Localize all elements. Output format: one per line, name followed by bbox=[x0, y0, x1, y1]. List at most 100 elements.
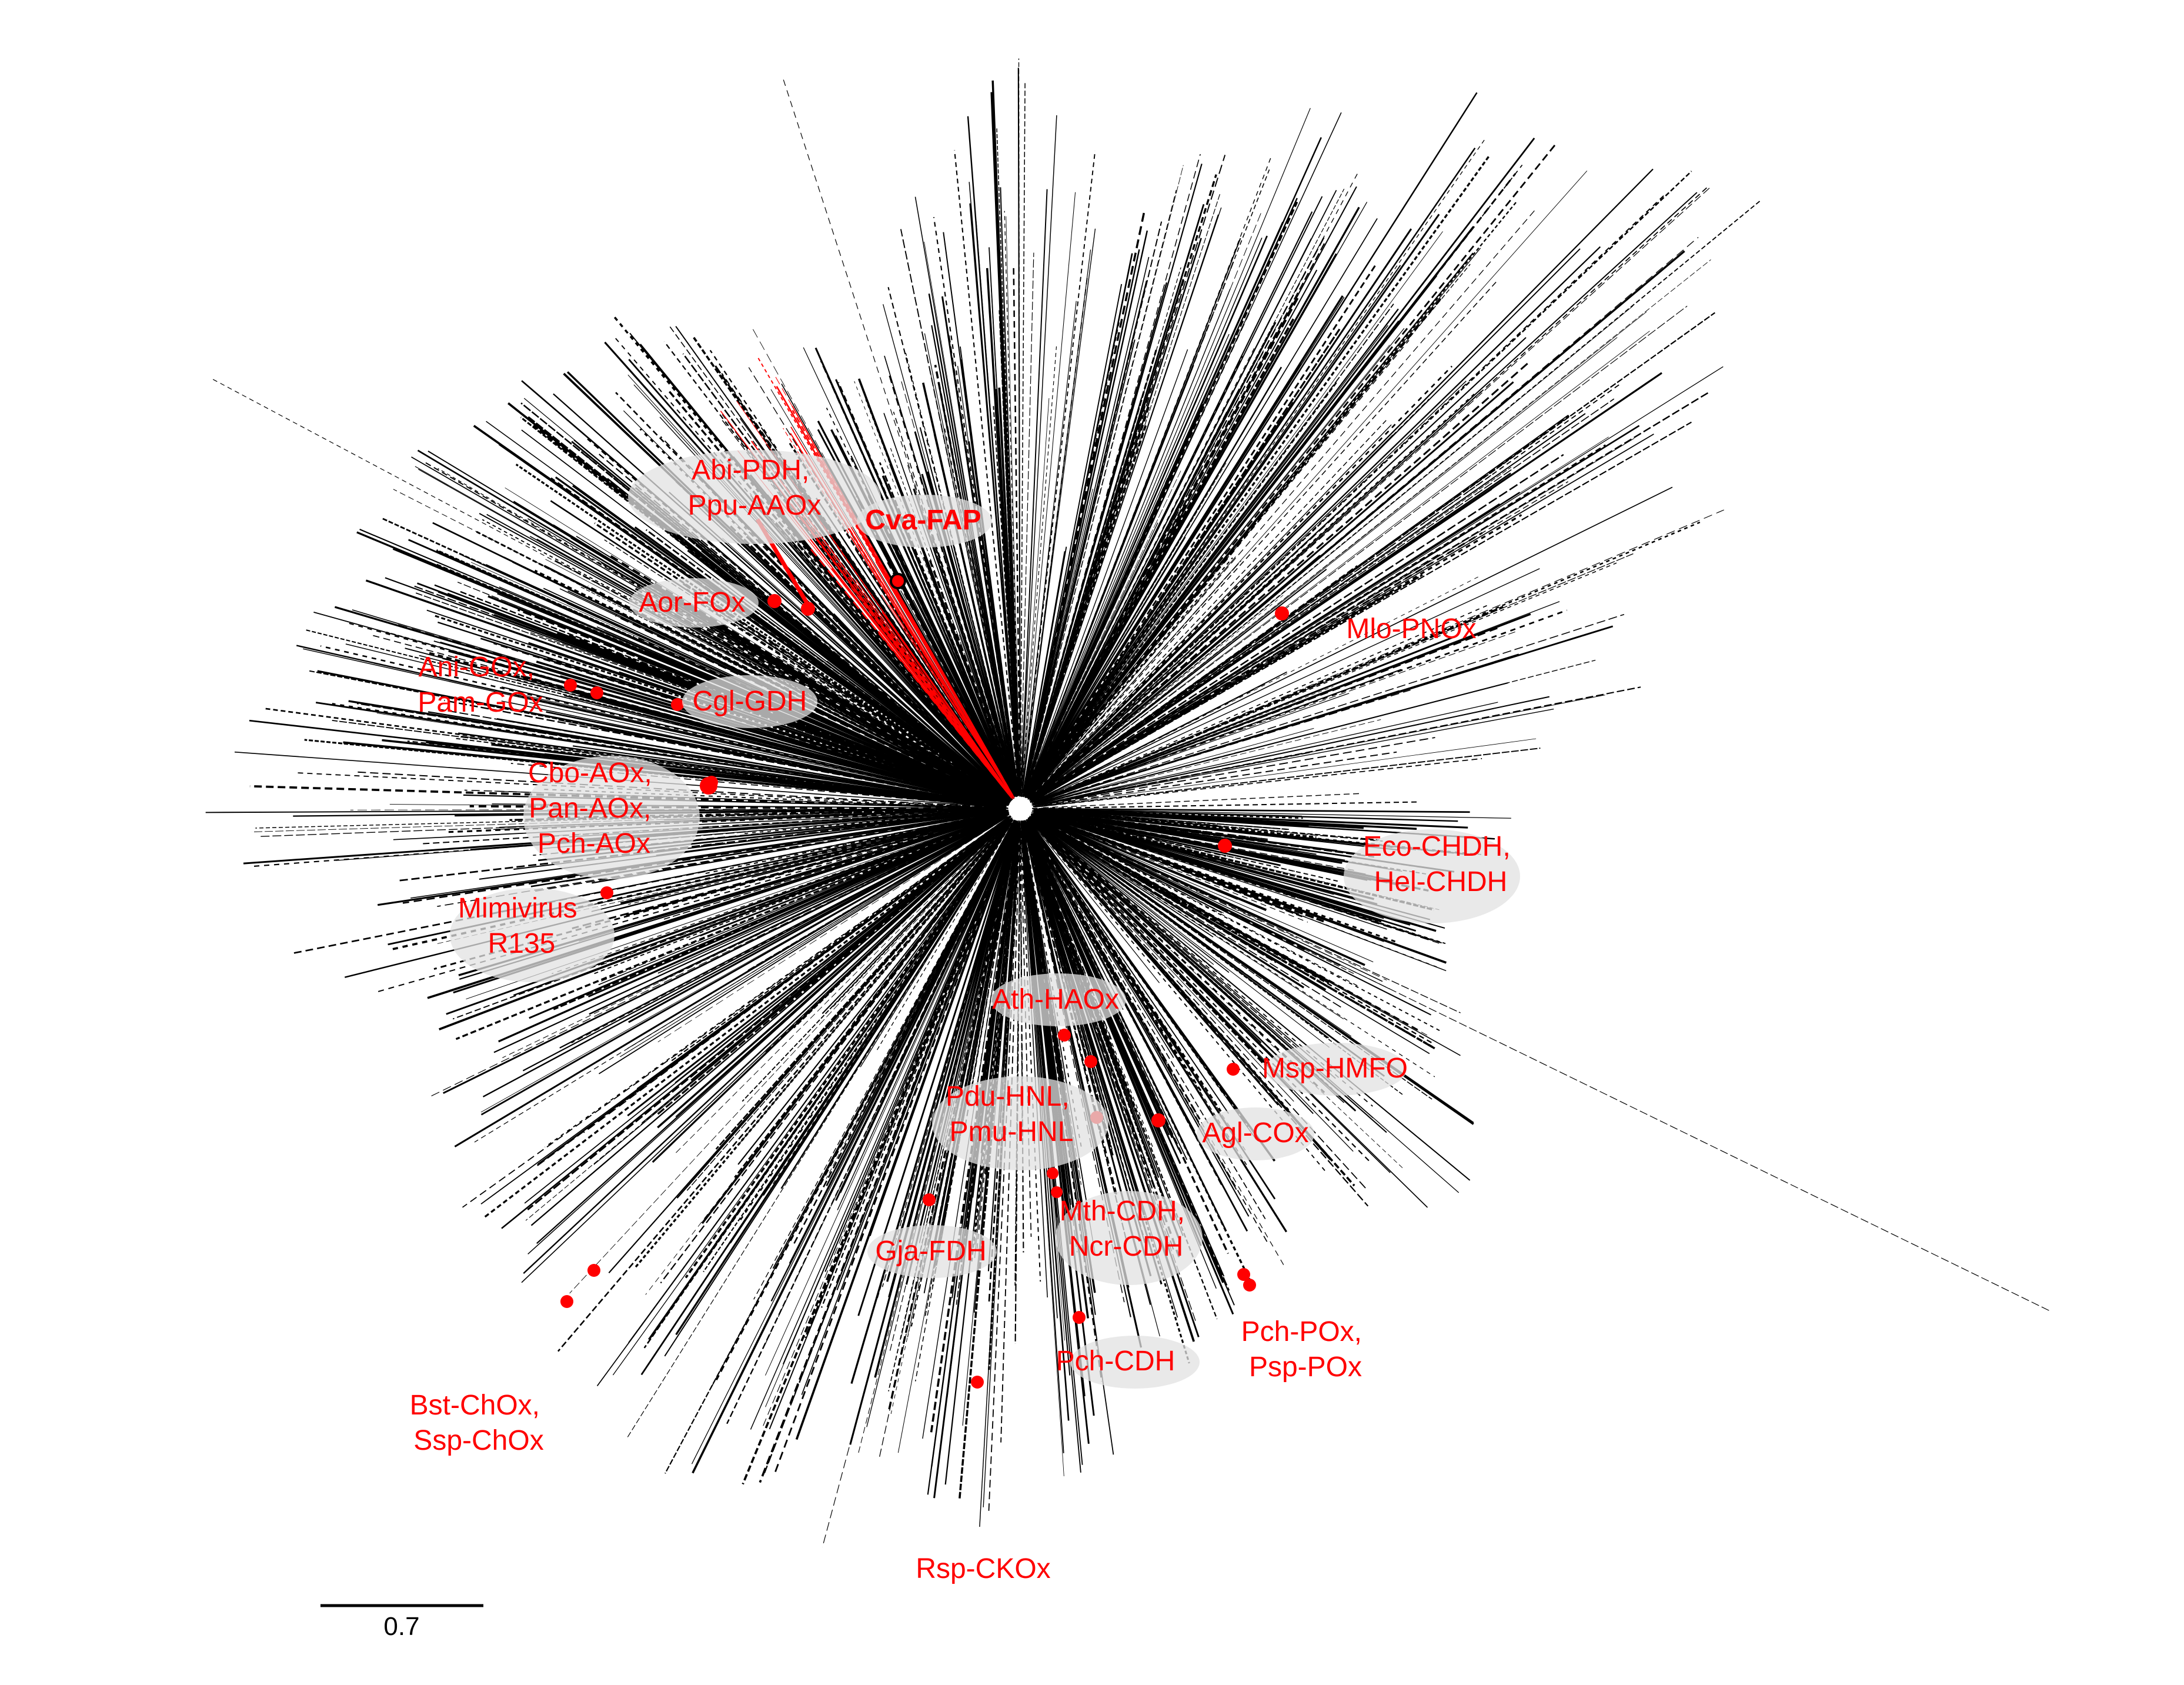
tree-branch bbox=[1028, 560, 1241, 800]
tree-branch bbox=[991, 80, 1021, 794]
tree-branch bbox=[1037, 613, 1531, 803]
tree-branch bbox=[1036, 810, 1394, 882]
tree-branch bbox=[1038, 398, 1615, 796]
tree-branch bbox=[515, 463, 1004, 798]
label-gja-fdh: Gja-FDH bbox=[875, 1236, 986, 1267]
tree-branch bbox=[553, 817, 1000, 1010]
tree-branch bbox=[1037, 569, 1327, 796]
tree-branch bbox=[1018, 58, 1021, 787]
enzyme-labels: Abi-PDH, Ppu-AAOx Cva-FAP Aor-FOx Ani-GO… bbox=[410, 455, 1511, 1584]
tree-branch bbox=[482, 816, 1005, 1097]
tree-branch bbox=[1031, 383, 1621, 802]
tree-branch bbox=[1032, 155, 1491, 792]
tree-branch bbox=[1030, 825, 1174, 1058]
tree-branch bbox=[657, 819, 1004, 1043]
tree-branch bbox=[1027, 822, 1269, 1244]
tree-branch bbox=[1033, 823, 1330, 1157]
tree-branch bbox=[657, 822, 1004, 1129]
tree-branch bbox=[645, 826, 1007, 1295]
tree-branch bbox=[599, 727, 1007, 807]
tree-branch bbox=[715, 823, 1007, 1150]
tree-branch bbox=[1038, 814, 1440, 944]
tree-branch bbox=[1025, 190, 1177, 787]
tree-branch bbox=[537, 816, 1010, 1165]
tree-branch bbox=[782, 825, 1014, 1364]
tree-branch bbox=[1035, 337, 1527, 795]
tree-branch bbox=[432, 522, 1004, 802]
tree-branch bbox=[1031, 391, 1710, 803]
tree-branch bbox=[967, 116, 1020, 796]
halo-agl-cox bbox=[1197, 1107, 1314, 1160]
tree-branch bbox=[1035, 820, 1230, 973]
tree-branch bbox=[1032, 625, 1614, 806]
tree-branch bbox=[332, 703, 999, 806]
tree-branch bbox=[529, 702, 1006, 806]
tree-branch bbox=[1031, 671, 1287, 803]
tree-branch bbox=[1028, 356, 1243, 791]
label-ath-haox: Ath-HAOx bbox=[992, 984, 1119, 1015]
tree-branch bbox=[496, 718, 999, 806]
tree-branch bbox=[633, 384, 1008, 796]
tree-branch-long bbox=[1026, 193, 1221, 789]
tree-branch bbox=[1022, 249, 1140, 798]
tree-branch bbox=[1035, 817, 1435, 1045]
tree-branch bbox=[1036, 808, 1303, 819]
marker-gja-fdh bbox=[923, 1193, 936, 1206]
tree-branches bbox=[205, 58, 2051, 1547]
tree-branch bbox=[1039, 503, 1500, 797]
tree-branch bbox=[652, 818, 1010, 1163]
tree-branch bbox=[1033, 809, 1470, 838]
tree-branch bbox=[714, 365, 1013, 798]
red-branch bbox=[847, 525, 1014, 799]
tree-branch bbox=[443, 813, 1010, 1094]
tree-branch bbox=[572, 745, 1004, 808]
tree-branch bbox=[1027, 366, 1283, 796]
tree-branch bbox=[1024, 823, 1147, 1244]
tree-branch bbox=[1037, 817, 1442, 1032]
tree-branch bbox=[673, 823, 1006, 1155]
tree-branch bbox=[601, 813, 1008, 982]
label-mimivirus: Mimivirus R135 bbox=[458, 893, 585, 959]
tree-branch bbox=[933, 827, 1018, 1269]
tree-branch bbox=[1022, 822, 1123, 1258]
tree-branch bbox=[599, 816, 1008, 1075]
tree-branch bbox=[1033, 325, 1388, 792]
marker-agl-cox bbox=[1151, 1113, 1166, 1127]
tree-branch bbox=[604, 341, 1013, 800]
tree-branch bbox=[575, 813, 1000, 909]
tree-branch bbox=[1025, 425, 1147, 791]
tree-branch bbox=[1030, 817, 1298, 1049]
tree-branch bbox=[524, 819, 1007, 1204]
tree-branch bbox=[462, 820, 1003, 1208]
label-cbo-aox: Cbo-AOx, Pan-AOx, Pch-AOx bbox=[528, 758, 660, 859]
tree-branch bbox=[1026, 238, 1263, 795]
tree-branch bbox=[1014, 821, 1021, 1286]
halo-cva-fap bbox=[857, 495, 992, 548]
tree-branch bbox=[594, 522, 1008, 801]
tree-branch bbox=[411, 456, 1008, 802]
tree-branch bbox=[1041, 758, 1482, 807]
tree-branch bbox=[1030, 186, 1357, 790]
tree-branch bbox=[1029, 238, 1312, 790]
tree-branch bbox=[710, 820, 1015, 1389]
tree-branch bbox=[1004, 211, 1020, 786]
label-cva-fap: Cva-FAP bbox=[865, 505, 981, 536]
tree-branch bbox=[474, 818, 1006, 1143]
tree-branch bbox=[1000, 187, 1021, 797]
tree-branch bbox=[750, 821, 1016, 1430]
tree-branch bbox=[1022, 551, 1066, 793]
tree-branch-long bbox=[386, 809, 1005, 853]
tree-branch bbox=[455, 813, 1007, 1040]
tree-branch bbox=[580, 586, 1000, 799]
tree-branch bbox=[1023, 349, 1157, 796]
tree-branch bbox=[1026, 322, 1277, 796]
tree-branch bbox=[1024, 829, 1127, 1240]
red-branch bbox=[889, 604, 1010, 792]
tree-branch bbox=[764, 820, 1017, 1473]
marker-mimivirus bbox=[600, 886, 613, 899]
tree-branch bbox=[1034, 312, 1715, 800]
tree-branch bbox=[1037, 337, 1618, 796]
halo-eco-chdh bbox=[1344, 829, 1520, 923]
marker-pan-aox bbox=[705, 776, 718, 789]
tree-branch bbox=[1033, 593, 1285, 798]
